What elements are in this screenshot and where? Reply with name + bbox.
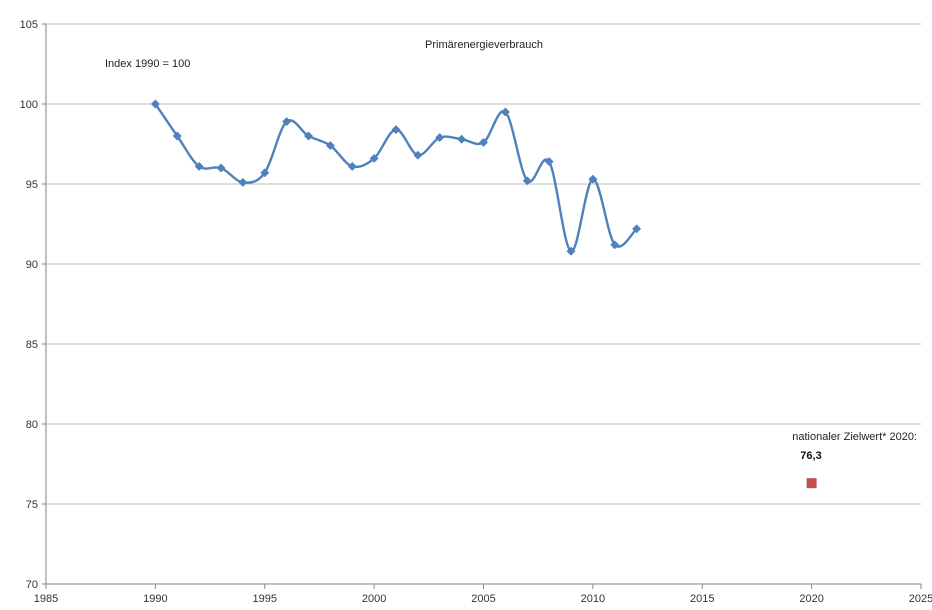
data-point: [588, 174, 598, 184]
chart-title: Primärenergieverbrauch: [425, 39, 543, 51]
data-point: [610, 240, 620, 250]
data-point: [325, 141, 335, 151]
data-point: [544, 157, 554, 167]
x-tick-label: 1990: [143, 593, 167, 605]
data-point: [172, 131, 182, 141]
data-point: [194, 161, 204, 171]
data-point: [347, 161, 357, 171]
target-annotation-value: 76,3: [800, 450, 821, 462]
x-tick-label: 2020: [799, 593, 823, 605]
y-tick-label: 100: [20, 99, 38, 111]
data-point: [632, 224, 642, 234]
data-point: [216, 163, 226, 173]
x-tick-label: 2025: [909, 593, 932, 605]
x-tick-label: 2005: [471, 593, 495, 605]
data-point: [303, 131, 314, 141]
data-point: [500, 107, 510, 117]
y-tick-label: 105: [20, 19, 38, 31]
y-tick-label: 80: [26, 419, 38, 431]
data-point: [150, 99, 160, 109]
y-tick-label: 90: [26, 259, 38, 271]
data-point: [238, 177, 248, 187]
x-tick-label: 2015: [690, 593, 714, 605]
data-point: [391, 125, 401, 135]
y-tick-label: 70: [26, 579, 38, 591]
x-tick-label: 2010: [581, 593, 605, 605]
data-point: [435, 133, 445, 143]
y-tick-label: 85: [26, 339, 38, 351]
data-point: [260, 168, 270, 178]
x-tick-label: 2000: [362, 593, 386, 605]
target-annotation-label: nationaler Zielwert* 2020:: [792, 431, 917, 443]
data-point: [566, 246, 576, 256]
y-tick-label: 75: [26, 499, 38, 511]
data-point: [282, 117, 292, 127]
data-point: [478, 137, 489, 147]
data-point: [369, 153, 379, 163]
data-point: [413, 150, 423, 160]
data-point: [522, 176, 532, 186]
x-tick-label: 1995: [253, 593, 277, 605]
data-point: [457, 134, 467, 144]
chart-subtitle: Index 1990 = 100: [105, 58, 190, 70]
y-tick-label: 95: [26, 179, 38, 191]
x-tick-label: 1985: [34, 593, 58, 605]
target-point: [806, 478, 817, 489]
